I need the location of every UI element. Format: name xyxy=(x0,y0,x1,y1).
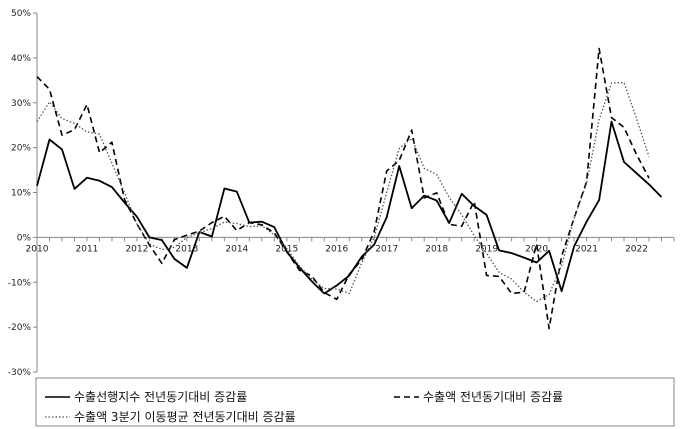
series-layer xyxy=(36,47,663,330)
y-tick-label: 0% xyxy=(17,233,32,243)
x-tick-label: 2018 xyxy=(425,244,448,254)
legend: 수출선행지수 전년동기대비 증감률 수출액 전년동기대비 증감률 수출액 3분기… xyxy=(45,389,563,424)
x-tick-label: 2010 xyxy=(26,244,49,254)
x-tick-label: 2012 xyxy=(125,244,148,254)
y-axis: -30% -20% -10% 0% 10% 20% 30% 40% 50% xyxy=(8,9,38,378)
y-tick-label: -20% xyxy=(8,323,32,333)
y-tick-label: -30% xyxy=(8,368,32,378)
y-tick-label: 50% xyxy=(11,9,31,19)
y-tick-label: 10% xyxy=(11,189,31,199)
legend-label-2: 수출액 3분기 이동평균 전년동기대비 증감률 xyxy=(74,410,296,424)
series-line-0 xyxy=(36,120,663,295)
x-tick-label: 2021 xyxy=(575,244,598,254)
x-axis: 2010 2011 2012 2013 2014 2015 2016 2017 2018 2019… xyxy=(26,236,675,254)
y-tick-label: 20% xyxy=(11,144,31,154)
x-tick-label: 2017 xyxy=(375,244,398,254)
y-tick-label: -10% xyxy=(8,278,32,288)
y-tick-label: 30% xyxy=(11,99,31,109)
x-tick-label: 2013 xyxy=(175,244,198,254)
x-tick-label: 2011 xyxy=(76,244,99,254)
legend-label-1: 수출액 전년동기대비 증감률 xyxy=(423,390,563,404)
x-tick-label: 2016 xyxy=(325,244,348,254)
x-tick-label: 2019 xyxy=(475,244,498,254)
x-tick-label: 2022 xyxy=(625,244,648,254)
legend-box xyxy=(35,377,675,427)
legend-label-0: 수출선행지수 전년동기대비 증감률 xyxy=(74,389,247,404)
y-tick-label: 40% xyxy=(11,54,31,64)
series-line-2 xyxy=(36,81,650,303)
x-tick-label: 2014 xyxy=(225,244,248,254)
